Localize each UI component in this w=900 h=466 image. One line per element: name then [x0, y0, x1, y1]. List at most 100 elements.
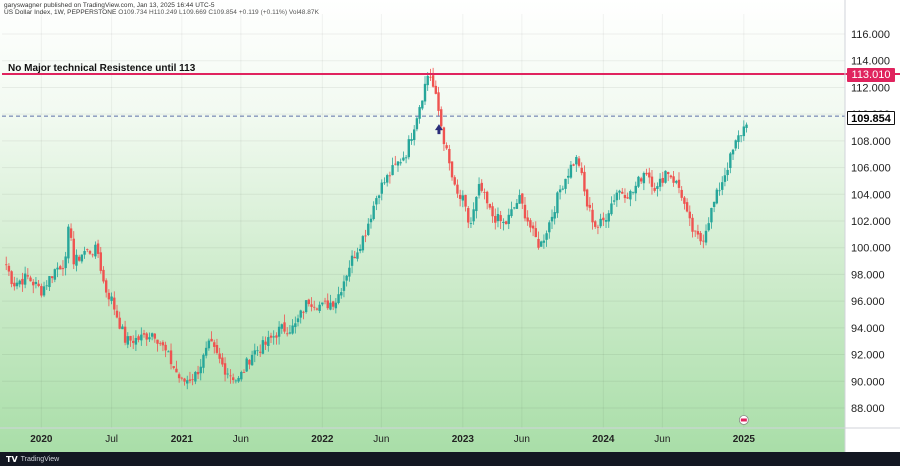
candle-body	[739, 135, 743, 137]
candle-body	[618, 190, 621, 193]
candle-body	[34, 281, 38, 285]
candle-body	[102, 269, 105, 282]
y-tick-label: 96.000	[851, 296, 885, 308]
symbol-text: US Dollar Index, 1W, PEPPERSTONE	[4, 9, 117, 16]
x-tick-label: 2025	[733, 434, 756, 445]
candle-body	[302, 311, 305, 313]
candle-body	[256, 350, 259, 352]
candle-body	[450, 161, 454, 178]
candle-body	[334, 302, 338, 309]
candle-body	[499, 215, 502, 222]
candle-body	[691, 217, 694, 232]
candle-body	[629, 191, 632, 200]
candle-body	[539, 241, 543, 247]
candle-body	[156, 339, 159, 344]
candle-body	[245, 358, 248, 372]
candle-body	[385, 175, 389, 183]
candle-body	[494, 215, 497, 223]
chart-header: garyswagner published on TradingView.com…	[4, 2, 319, 16]
candle-body	[548, 222, 551, 233]
candle-body	[88, 250, 92, 254]
candle-body	[291, 325, 294, 334]
candle-body	[161, 342, 165, 346]
candle-body	[86, 249, 89, 251]
candle-body	[515, 203, 519, 209]
candle-body	[253, 350, 256, 355]
y-tick-label: 90.000	[851, 376, 885, 388]
candle-body	[488, 203, 492, 208]
candle-body	[661, 177, 664, 183]
candle-body	[142, 333, 146, 335]
candle-body	[461, 195, 465, 201]
candle-body	[234, 380, 238, 382]
candle-body	[477, 184, 481, 196]
chart-area[interactable]	[0, 0, 845, 452]
candle-body	[13, 282, 16, 287]
candle-body	[399, 162, 402, 164]
candle-body	[707, 223, 710, 231]
candle-body	[502, 221, 505, 223]
candle-body	[104, 280, 108, 293]
x-tick-label: Jun	[233, 434, 249, 445]
candle-body	[512, 207, 516, 209]
candle-body	[326, 300, 329, 309]
candle-body	[421, 100, 424, 109]
resistance-price-tag: 113.010	[847, 68, 895, 82]
candle-body	[718, 190, 721, 192]
candle-body	[353, 256, 356, 259]
candle-body	[372, 205, 375, 220]
candle-body	[480, 182, 483, 191]
candle-body	[213, 342, 216, 347]
candlestick-chart[interactable]: 116.000114.000112.000110.000108.000106.0…	[0, 0, 900, 452]
candle-body	[32, 281, 35, 286]
candle-body	[375, 198, 378, 205]
candle-body	[175, 368, 178, 373]
candle-body	[688, 211, 692, 219]
candle-body	[126, 336, 130, 345]
candle-body	[113, 297, 116, 310]
candle-body	[483, 191, 486, 193]
candle-body	[99, 252, 102, 271]
candle-body	[575, 156, 578, 165]
brand-text[interactable]: TradingView	[20, 455, 60, 463]
candle-body	[704, 230, 708, 243]
candle-body	[380, 182, 383, 194]
candle-body	[669, 175, 673, 178]
candle-body	[280, 324, 284, 329]
candle-body	[523, 204, 527, 219]
candle-body	[585, 189, 589, 207]
candle-body	[648, 172, 651, 178]
candle-body	[607, 213, 610, 222]
candle-body	[183, 378, 186, 382]
candle-body	[132, 340, 135, 343]
candle-body	[272, 336, 275, 338]
candle-body	[610, 203, 613, 215]
candle-body	[10, 271, 13, 285]
candle-body	[567, 175, 570, 178]
candle-body	[304, 300, 308, 313]
candle-body	[475, 196, 478, 212]
candle-body	[639, 178, 643, 182]
candle-body	[72, 238, 75, 265]
candle-body	[694, 230, 697, 232]
candle-body	[129, 335, 132, 341]
candle-body	[521, 193, 524, 204]
candle-body	[75, 254, 78, 266]
tradingview-logo-icon: 𝗧𝗩	[6, 454, 18, 464]
candle-body	[313, 306, 316, 308]
candle-body	[715, 189, 719, 204]
candle-body	[188, 379, 192, 381]
candle-body	[210, 338, 213, 342]
candle-body	[534, 228, 537, 238]
candle-body	[164, 344, 167, 351]
candle-body	[250, 354, 254, 366]
flag-icon-stripe	[740, 418, 747, 422]
candle-body	[577, 158, 581, 166]
candle-body	[107, 292, 111, 300]
candle-body	[485, 191, 489, 204]
candle-body	[345, 275, 348, 281]
candle-body	[537, 238, 540, 248]
candle-body	[734, 140, 737, 149]
candle-body	[196, 371, 200, 375]
candle-body	[456, 184, 459, 194]
